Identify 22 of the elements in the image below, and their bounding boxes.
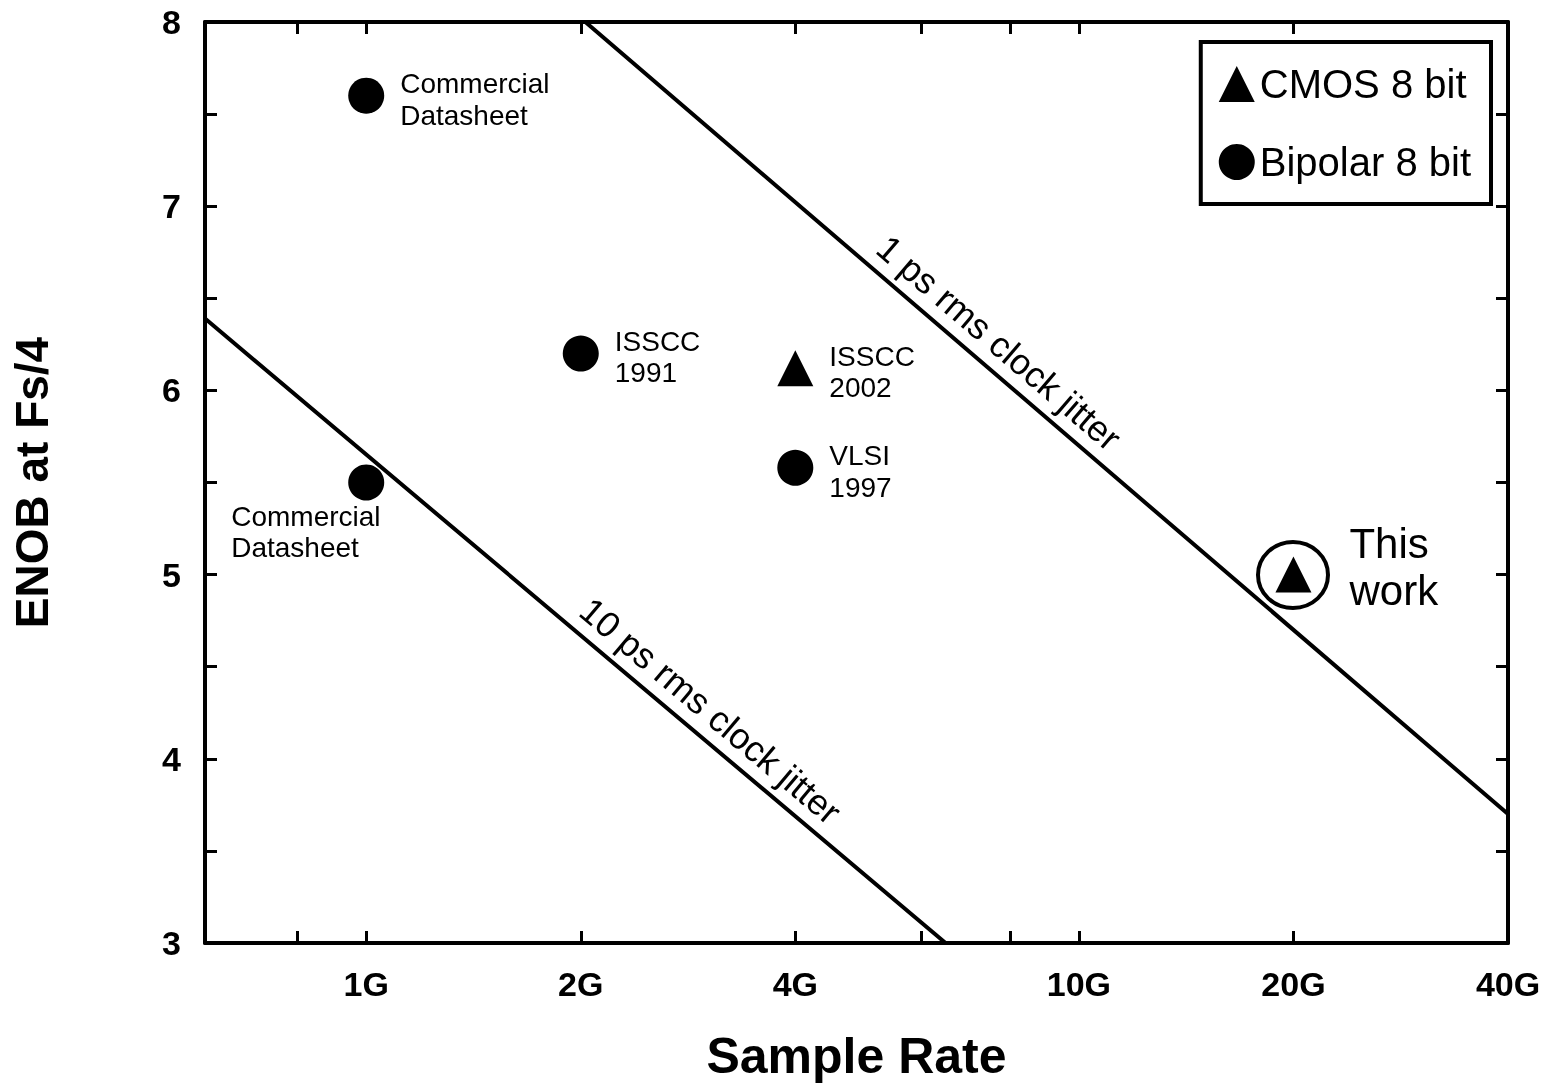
x-tick-label: 1G bbox=[343, 965, 389, 1003]
annotation: This work bbox=[1348, 520, 1440, 615]
y-tick-label: 7 bbox=[162, 187, 181, 226]
annotation: Commercial Datasheet bbox=[400, 68, 550, 131]
annotation: VLSI 1997 bbox=[829, 440, 892, 503]
y-tick-label: 4 bbox=[162, 739, 182, 778]
y-tick-label: 5 bbox=[162, 555, 181, 594]
x-tick-label: 20G bbox=[1261, 965, 1326, 1003]
legend-label: CMOS 8 bit bbox=[1259, 62, 1467, 106]
y-tick-label: 8 bbox=[162, 3, 181, 41]
x-tick-label: 10G bbox=[1046, 965, 1112, 1003]
y-tick-label: 6 bbox=[162, 371, 181, 410]
x-tick-label: 4G bbox=[772, 965, 818, 1003]
annotation: ISSCC 2002 bbox=[829, 340, 915, 404]
x-tick-label: 40G bbox=[1475, 965, 1541, 1003]
annotation: ISSCC 1991 bbox=[614, 326, 701, 389]
x-axis-title: Sample Rate bbox=[706, 1028, 1007, 1084]
legend-label: Bipolar 8 bit bbox=[1259, 140, 1471, 184]
y-axis-title: ENOB at Fs/4 bbox=[6, 336, 58, 629]
y-tick-label: 3 bbox=[162, 924, 181, 962]
x-tick-label: 2G bbox=[558, 965, 604, 1003]
annotation: Commercial Datasheet bbox=[231, 500, 381, 564]
